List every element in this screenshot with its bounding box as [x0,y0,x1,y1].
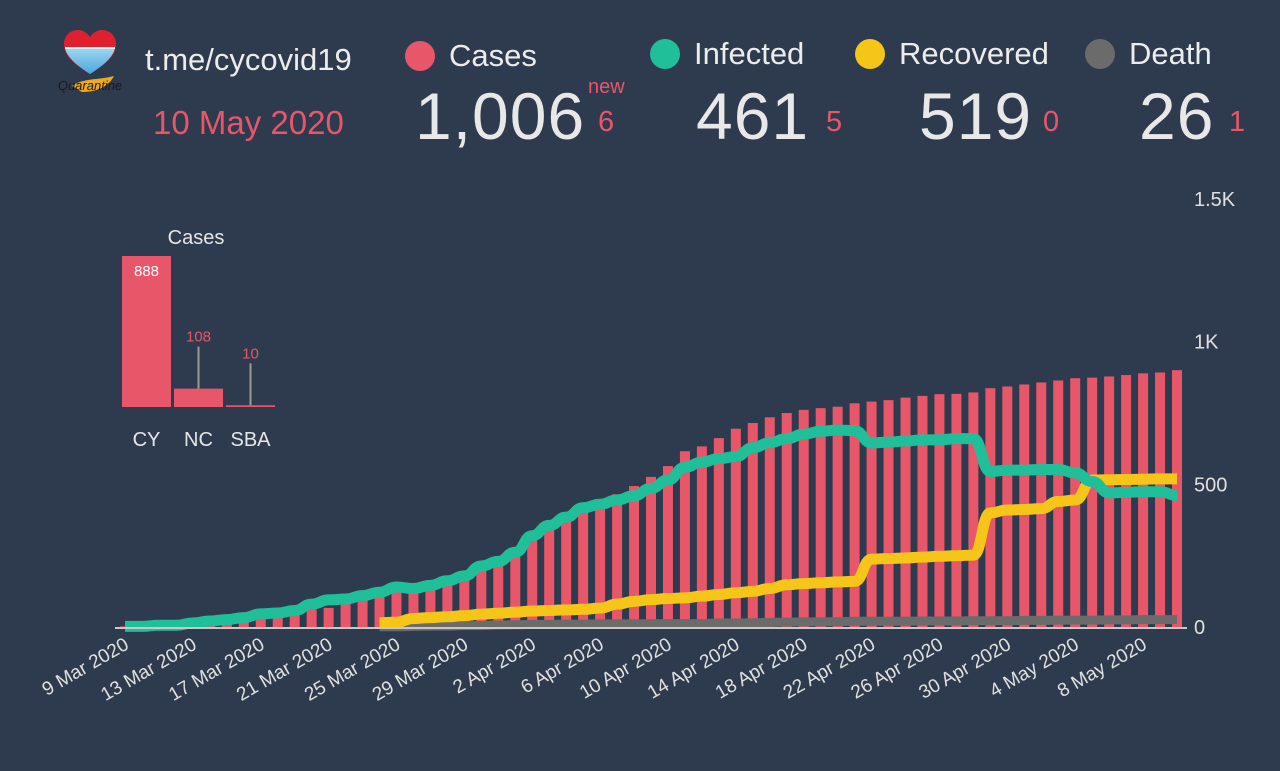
y-tick-label: 1K [1194,332,1219,354]
cases-bar [951,393,962,627]
infected-legend-dot-icon [650,39,680,69]
cases-bar [306,609,317,627]
cases-bar [527,535,538,627]
series-lines [125,424,1178,632]
cases-bar [1104,376,1115,627]
cases-bar [662,466,673,627]
cases-label: Cases [449,38,537,73]
cases-bar [578,505,589,627]
region-bar-value: 10 [242,345,259,362]
cases-bar [917,395,928,627]
cases-bar [374,593,385,627]
region-chart-title: Cases [168,227,225,249]
cases-bar [849,403,860,627]
cases-bar [832,406,843,627]
cases-bar [696,446,707,627]
cases-bar [561,514,572,627]
stat-recovered: Recovered 519 0 [855,36,1059,153]
stat-infected: Infected 461 5 [650,36,842,153]
death-line [379,615,1177,632]
region-bar-value: 888 [134,263,159,280]
cases-delta: 6 [598,106,615,138]
infected-label: Infected [694,36,805,71]
cases-bar [459,575,470,627]
cases-bar [866,401,877,627]
cases-bar [764,417,775,627]
y-tick-label: 1.5K [1194,189,1236,211]
cases-bar [798,409,809,627]
region-bar-value: 108 [186,329,211,346]
death-legend-dot-icon [1085,39,1115,69]
report-date: 10 May 2020 [153,104,344,141]
logo-text: Quarantine [58,78,122,93]
quarantine-logo: Quarantine [52,26,128,102]
cases-bar [408,589,419,627]
cases-bar [1121,375,1132,627]
recovered-label: Recovered [899,36,1049,71]
cases-new-label: new [588,76,625,98]
cases-bar [883,400,894,627]
y-tick-label: 500 [1194,474,1227,496]
cases-bar [629,486,640,627]
recovered-value: 519 [919,79,1033,153]
channel-link[interactable]: t.me/cycovid19 [145,42,352,77]
cases-bar [900,397,911,627]
cases-bar [781,413,792,627]
infected-line [125,424,1178,632]
cases-bar [730,428,741,627]
y-axis: 0 500 1K 1.5K [115,189,1236,639]
infected-delta: 5 [826,106,843,138]
cases-bar [646,476,656,627]
cases-bar [934,394,945,627]
cases-bar [289,610,300,627]
region-bar-label: NC [184,429,213,451]
cases-legend-dot-icon [405,41,435,71]
cases-bar [476,565,487,627]
cases-bar [815,408,826,627]
cases-bar [255,613,266,627]
cases-bar [612,494,623,627]
region-bar-nc [174,388,223,407]
death-value: 26 [1139,79,1215,153]
cases-bar [425,585,436,627]
recovered-delta: 0 [1043,106,1060,138]
region-bar-sba [226,405,275,407]
cases-bar [747,422,758,627]
region-cases-chart: Cases 888 CY 108 NC 10 SBA [122,227,275,451]
cases-bar [1155,372,1166,627]
cases-bar [713,438,724,627]
stat-cases: Cases 1,006 new 6 [405,38,625,153]
death-delta: 1 [1229,106,1246,138]
cases-bars [120,370,1182,627]
recovered-legend-dot-icon [855,39,885,69]
cases-bar [323,607,334,627]
heart-mask-icon: Quarantine [58,30,122,93]
region-bar-cy [122,256,171,407]
stat-death: Death 26 1 [1085,36,1245,153]
cases-bar [510,552,521,627]
cases-bar [493,561,504,627]
cases-bar [272,613,283,627]
infected-value: 461 [696,79,810,153]
cases-bar [1087,377,1098,627]
recovered-line [379,473,1177,629]
cases-bar [340,603,351,627]
death-label: Death [1129,36,1212,71]
cases-bar [968,392,979,627]
cases-bar [442,580,453,627]
cases-bar [679,451,690,627]
region-bar-label: CY [133,429,161,451]
cases-bar [357,599,368,627]
cases-bar [391,591,402,627]
cases-value: 1,006 [415,79,586,153]
cases-bar [544,525,555,627]
cases-bar [595,499,606,627]
region-bar-label: SBA [230,429,271,451]
cases-bar [1138,373,1149,627]
y-tick-label: 0 [1194,617,1205,639]
